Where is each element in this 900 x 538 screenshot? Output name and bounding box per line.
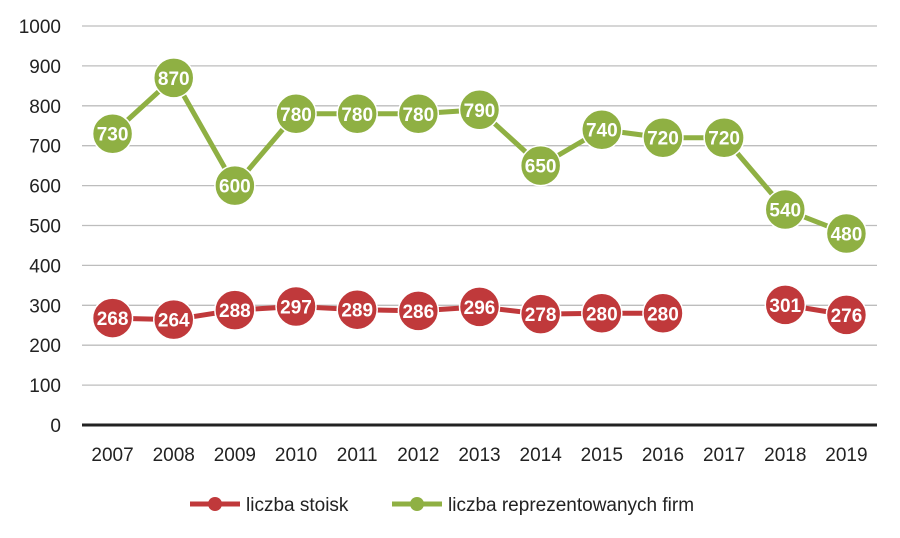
data-point (519, 293, 562, 335)
data-point (764, 188, 807, 231)
legend: liczba stoisk liczba reprezentowanych fi… (190, 495, 694, 516)
gridlines (82, 25, 877, 386)
data-point (275, 285, 317, 328)
y-tick-label: 800 (29, 97, 61, 118)
legend-item-stoisk: liczba stoisk (190, 495, 349, 516)
series-0: 268 264 288 297 289 286 296 278 280 280 301 276 (91, 284, 868, 341)
x-tick-label: 2015 (581, 445, 623, 466)
x-tick-label: 2008 (153, 445, 195, 466)
x-tick-label: 2017 (703, 445, 745, 466)
y-tick-label: 300 (29, 296, 61, 317)
data-point (152, 298, 195, 341)
x-tick-label: 2018 (764, 445, 806, 466)
y-tick-label: 700 (29, 137, 61, 158)
x-tick-label: 2013 (458, 445, 500, 466)
data-point (214, 164, 256, 207)
data-point (214, 289, 256, 331)
data-label: 600 (219, 177, 251, 198)
series-layer: 268 264 288 297 289 286 296 278 280 280 301 276 730 8… (91, 57, 868, 341)
data-point (581, 292, 623, 335)
data-label: 720 (647, 129, 679, 150)
x-tick-label: 2007 (91, 445, 133, 466)
x-tick-label: 2010 (275, 445, 317, 466)
data-point (336, 288, 378, 331)
data-label: 264 (158, 311, 190, 332)
data-label: 780 (341, 105, 373, 126)
data-label: 730 (97, 125, 129, 146)
x-tick-label: 2019 (825, 445, 867, 466)
y-axis-ticks: 0 100 200 300 400 500 600 700 800 900 1000 (19, 17, 61, 437)
series-1: 730 870 600 780 780 780 790 650 740 720 720 540 480 (91, 57, 868, 255)
data-label: 301 (769, 296, 801, 317)
legend-label: liczba reprezentowanych firm (448, 495, 694, 516)
data-point (764, 284, 807, 326)
data-label: 288 (219, 301, 251, 322)
data-label: 790 (464, 101, 496, 122)
legend-swatch-marker (208, 497, 222, 511)
data-label: 268 (97, 309, 129, 330)
legend-swatch-marker (410, 497, 424, 511)
data-label: 289 (341, 301, 373, 322)
y-tick-label: 200 (29, 336, 61, 357)
data-point (397, 93, 440, 135)
data-point (397, 290, 440, 332)
y-tick-label: 500 (29, 217, 61, 238)
series-line (112, 303, 663, 323)
data-label: 276 (831, 306, 863, 327)
data-point (336, 93, 378, 135)
x-tick-label: 2011 (337, 445, 378, 466)
data-label: 280 (586, 304, 618, 325)
x-tick-label: 2012 (397, 445, 439, 466)
data-point (458, 286, 501, 328)
x-tick-label: 2016 (642, 445, 684, 466)
data-label: 480 (831, 224, 863, 245)
data-point (91, 297, 134, 339)
data-point (519, 144, 562, 187)
data-label: 720 (708, 129, 740, 150)
data-point (581, 108, 623, 151)
legend-item-firm: liczba reprezentowanych firm (392, 495, 694, 516)
data-point (642, 292, 684, 335)
data-label: 297 (280, 297, 312, 318)
legend-label: liczba stoisk (246, 495, 349, 516)
y-tick-label: 1000 (19, 17, 61, 38)
x-tick-label: 2009 (214, 445, 256, 466)
data-point (458, 89, 501, 131)
data-label: 540 (769, 201, 801, 222)
y-tick-label: 0 (50, 416, 61, 437)
y-tick-label: 900 (29, 57, 61, 78)
y-tick-label: 600 (29, 177, 61, 198)
data-point (275, 93, 317, 135)
data-point (152, 57, 195, 99)
data-label: 740 (586, 121, 618, 142)
data-label: 278 (525, 305, 557, 326)
data-label: 650 (525, 157, 557, 178)
data-label: 286 (402, 302, 434, 323)
data-point (642, 116, 684, 159)
data-point (703, 116, 745, 159)
data-label: 296 (464, 298, 496, 319)
x-tick-label: 2014 (520, 445, 563, 466)
data-label: 280 (647, 304, 679, 325)
data-point (825, 212, 868, 255)
data-point (825, 294, 868, 336)
y-tick-label: 400 (29, 256, 61, 277)
data-label: 870 (158, 69, 190, 90)
y-tick-label: 100 (29, 376, 61, 397)
data-point (91, 112, 134, 155)
data-label: 780 (280, 105, 312, 126)
x-axis-ticks: 2007 2008 2009 2010 2011 2012 2013 2014 2015 2016… (91, 445, 867, 466)
data-label: 780 (402, 105, 434, 126)
